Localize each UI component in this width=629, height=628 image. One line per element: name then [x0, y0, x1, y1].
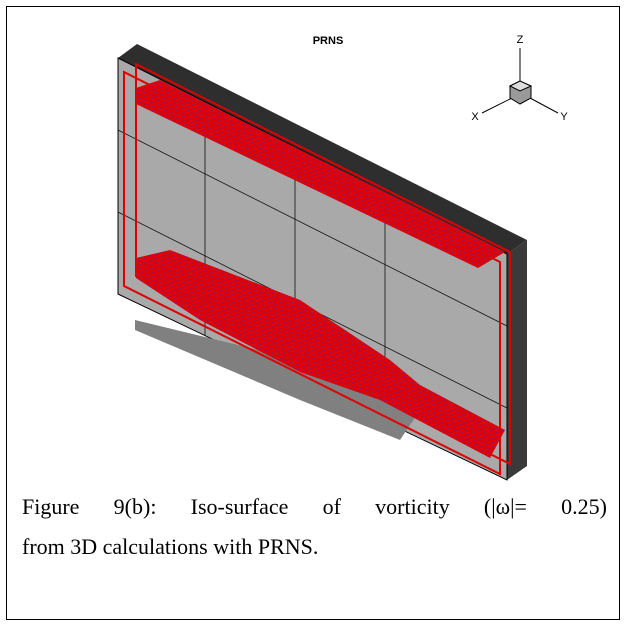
axis-z: Z — [517, 34, 524, 46]
axis-x: X — [471, 111, 479, 123]
caption-line: from 3D calculations with PRNS. — [22, 534, 607, 560]
axis-y: Y — [560, 111, 568, 123]
axis-triad: Z X Y — [471, 34, 568, 123]
caption-line: Figure 9(b): Iso-surface of vorticity (|… — [22, 494, 607, 520]
page: PRNS Z X Y Figure 9(b): Iso-surface of v… — [0, 0, 629, 628]
figure-title: PRNS — [313, 35, 344, 47]
